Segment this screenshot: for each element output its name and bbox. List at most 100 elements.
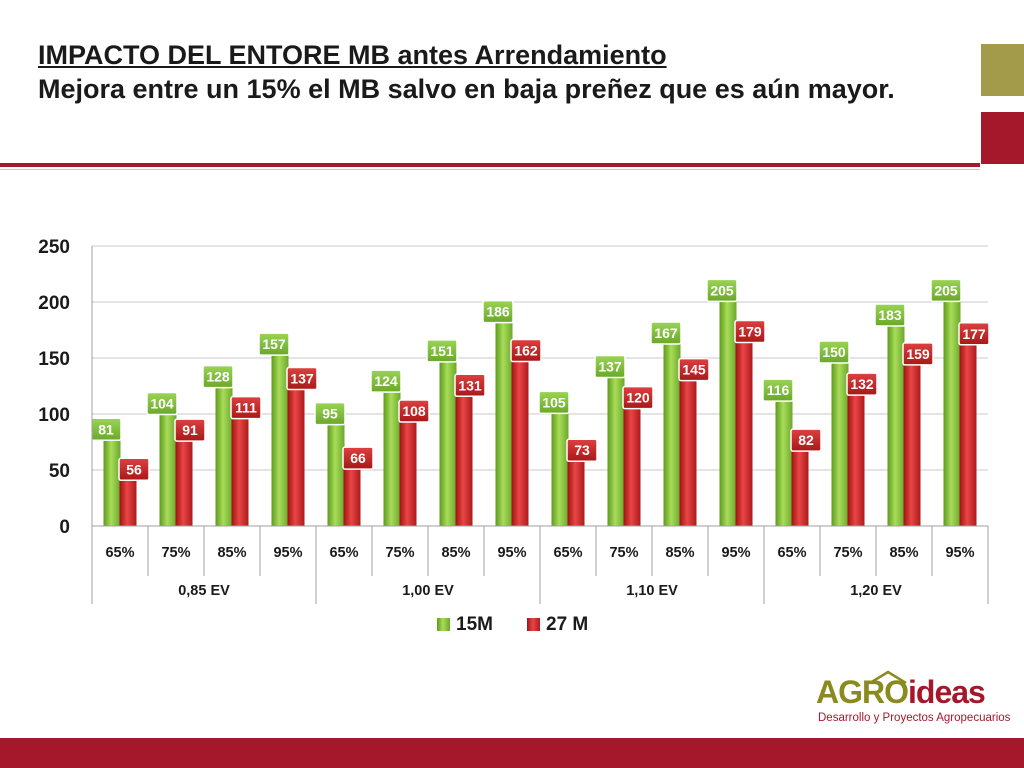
data-label-15m: 124 bbox=[374, 373, 398, 389]
legend-swatch-27m bbox=[527, 618, 540, 631]
data-label-27m: 66 bbox=[350, 450, 366, 466]
accent-square-olive bbox=[981, 44, 1024, 96]
data-label-27m: 56 bbox=[126, 461, 142, 477]
data-label-box-15m bbox=[482, 299, 514, 324]
data-label-27m: 108 bbox=[402, 403, 426, 419]
data-label-box-27m bbox=[118, 457, 150, 482]
x-group-label: 1,00 EV bbox=[402, 583, 454, 599]
data-label-box-15m bbox=[370, 369, 402, 393]
y-tick-label: 100 bbox=[38, 405, 70, 426]
data-label-27m: 162 bbox=[514, 343, 538, 359]
data-label-27m: 120 bbox=[626, 390, 650, 406]
x-category-label: 75% bbox=[833, 545, 862, 561]
title-block: IMPACTO DEL ENTORE MB antes Arrendamient… bbox=[38, 38, 998, 106]
data-label-box-15m bbox=[762, 378, 794, 402]
data-label-box-15m bbox=[314, 401, 346, 426]
bar-15m bbox=[159, 409, 177, 526]
y-tick-label: 200 bbox=[38, 293, 70, 314]
bar-15m bbox=[887, 321, 905, 526]
y-tick-label: 150 bbox=[38, 349, 70, 370]
bar-15m bbox=[327, 419, 345, 526]
data-label-15m: 95 bbox=[322, 406, 338, 422]
x-category-label: 65% bbox=[553, 545, 582, 561]
x-category-label: 95% bbox=[721, 545, 750, 561]
data-label-27m: 82 bbox=[798, 432, 814, 448]
bar-15m bbox=[103, 435, 121, 526]
data-label-15m: 205 bbox=[934, 282, 958, 298]
bar-15m bbox=[943, 296, 961, 526]
bar-27m bbox=[903, 347, 921, 526]
x-category-label: 75% bbox=[385, 545, 414, 561]
x-category-label: 85% bbox=[217, 545, 246, 561]
agroideas-logo: AGROideas Desarrollo y Proyectos Agropec… bbox=[816, 670, 1011, 730]
y-tick-label: 0 bbox=[59, 517, 70, 538]
data-label-box-15m bbox=[706, 278, 738, 303]
data-label-box-15m bbox=[426, 339, 458, 363]
data-label-box-27m bbox=[230, 395, 262, 420]
data-label-15m: 157 bbox=[262, 336, 286, 352]
legend-swatch-15m bbox=[437, 618, 450, 631]
bar-27m bbox=[287, 372, 305, 526]
x-category-label: 85% bbox=[889, 545, 918, 561]
bar-15m bbox=[215, 382, 233, 526]
x-category-label: 95% bbox=[497, 545, 526, 561]
x-category-label: 65% bbox=[329, 545, 358, 561]
data-label-box-15m bbox=[538, 390, 570, 415]
data-label-27m: 132 bbox=[850, 376, 874, 392]
bar-27m bbox=[567, 444, 585, 526]
data-label-box-27m bbox=[510, 338, 542, 363]
logo-tagline: Desarrollo y Proyectos Agropecuarios bbox=[818, 712, 1011, 724]
bar-15m bbox=[551, 408, 569, 526]
data-label-box-27m bbox=[342, 446, 374, 470]
data-label-box-27m bbox=[958, 322, 990, 346]
data-label-15m: 151 bbox=[430, 343, 454, 359]
x-group-label: 1,10 EV bbox=[626, 583, 678, 599]
data-label-box-27m bbox=[454, 373, 486, 398]
bar-15m bbox=[663, 338, 681, 526]
data-label-box-15m bbox=[258, 332, 290, 356]
y-tick-label: 250 bbox=[38, 237, 70, 258]
data-label-15m: 104 bbox=[150, 396, 174, 412]
data-label-27m: 179 bbox=[738, 324, 762, 340]
x-category-label: 75% bbox=[161, 545, 190, 561]
data-label-27m: 131 bbox=[458, 377, 482, 393]
data-label-15m: 150 bbox=[822, 344, 846, 360]
logo-ideas-text: ideas bbox=[908, 674, 986, 710]
data-label-15m: 205 bbox=[710, 282, 734, 298]
data-label-27m: 159 bbox=[906, 346, 930, 362]
data-label-box-15m bbox=[874, 303, 906, 327]
bar-15m bbox=[607, 372, 625, 526]
y-tick-label: 50 bbox=[49, 461, 70, 482]
accent-square-red bbox=[981, 112, 1024, 164]
bar-27m bbox=[231, 401, 249, 526]
bar-27m bbox=[455, 379, 473, 526]
data-label-box-15m bbox=[930, 278, 962, 303]
x-category-label: 65% bbox=[105, 545, 134, 561]
data-label-box-15m bbox=[650, 321, 682, 345]
data-label-box-15m bbox=[90, 417, 122, 442]
slide-title: IMPACTO DEL ENTORE MB antes Arrendamient… bbox=[38, 40, 667, 70]
legend-label-27m: 27 M bbox=[546, 614, 588, 635]
x-category-label: 95% bbox=[273, 545, 302, 561]
data-label-27m: 111 bbox=[235, 400, 257, 416]
data-label-15m: 128 bbox=[206, 369, 230, 385]
x-category-label: 85% bbox=[665, 545, 694, 561]
footer-bar bbox=[0, 738, 1024, 768]
data-label-box-15m bbox=[146, 391, 178, 416]
header-divider-shadow bbox=[0, 169, 980, 170]
bar-27m bbox=[399, 405, 417, 526]
bar-27m bbox=[175, 424, 193, 526]
data-label-box-27m bbox=[902, 342, 934, 366]
data-label-15m: 167 bbox=[654, 325, 678, 341]
bar-27m bbox=[847, 378, 865, 526]
data-label-box-27m bbox=[734, 319, 766, 344]
data-label-box-15m bbox=[202, 364, 234, 389]
data-label-box-27m bbox=[398, 399, 430, 423]
bar-27m bbox=[511, 344, 529, 526]
x-category-label: 65% bbox=[777, 545, 806, 561]
x-category-label: 85% bbox=[441, 545, 470, 561]
header-divider bbox=[0, 163, 980, 167]
legend-label-15m: 15M bbox=[456, 614, 493, 635]
data-label-27m: 145 bbox=[682, 362, 706, 378]
